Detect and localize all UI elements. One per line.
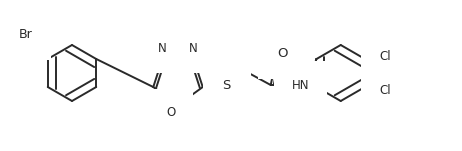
Text: N: N (189, 42, 198, 55)
Text: Br: Br (19, 29, 33, 42)
Text: HN: HN (292, 79, 310, 92)
Text: O: O (278, 47, 288, 59)
Text: Cl: Cl (379, 50, 391, 63)
Text: N: N (158, 42, 167, 55)
Text: Cl: Cl (379, 84, 391, 96)
Text: S: S (223, 79, 231, 92)
Text: O: O (166, 106, 176, 119)
